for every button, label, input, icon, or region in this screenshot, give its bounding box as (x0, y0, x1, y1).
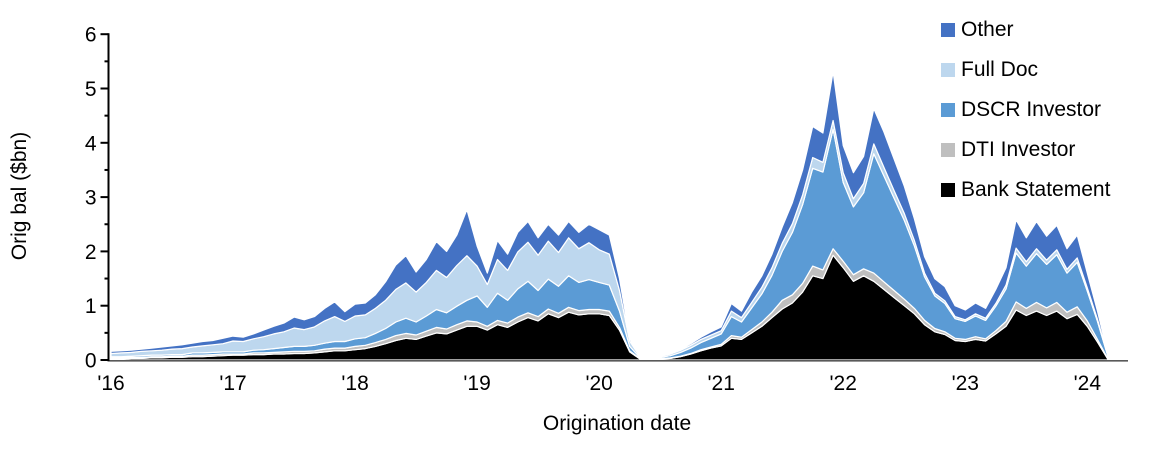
y-tick-label: 0 (85, 350, 97, 373)
x-tick-label: '21 (708, 372, 735, 395)
y-tick-label: 1 (85, 295, 97, 318)
x-tick-label: '24 (1074, 372, 1102, 395)
legend-item-bank-statement: Bank Statement (941, 177, 1110, 203)
legend-item-full-doc: Full Doc (941, 57, 1038, 83)
legend-label-bank-statement: Bank Statement (961, 178, 1111, 201)
area-other (110, 71, 1109, 359)
y-tick-label: 6 (85, 24, 97, 47)
x-tick-label: '16 (97, 372, 124, 395)
y-tick-label: 5 (85, 78, 97, 101)
legend-label-dti-investor: DTI Investor (961, 138, 1076, 161)
legend-item-dscr-investor: DSCR Investor (941, 97, 1101, 123)
y-axis-title: Orig bal ($bn) (8, 132, 31, 260)
x-tick-label: '19 (463, 372, 490, 395)
legend-swatch-full-doc (941, 63, 955, 77)
legend-swatch-bank-statement (941, 183, 955, 197)
x-tick-label: '20 (585, 372, 612, 395)
y-tick-label: 4 (85, 132, 97, 155)
x-axis-title: Origination date (543, 412, 691, 435)
legend-label-other: Other (961, 18, 1014, 41)
x-tick-label: '18 (341, 372, 368, 395)
y-tick-label: 3 (85, 187, 97, 210)
legend-item-dti-investor: DTI Investor (941, 137, 1075, 163)
legend-swatch-dscr-investor (941, 103, 955, 117)
legend-label-dscr-investor: DSCR Investor (961, 98, 1102, 121)
y-tick-label: 2 (85, 241, 97, 264)
x-tick-label: '23 (952, 372, 979, 395)
legend-item-other: Other (941, 17, 1014, 43)
x-tick-label: '22 (830, 372, 857, 395)
legend-swatch-other (941, 23, 955, 37)
legend-label-full-doc: Full Doc (961, 58, 1039, 81)
y-axis: 0 1 2 3 4 5 6 (85, 24, 110, 373)
x-axis: '16 '17 '18 '19 '20 '21 '22 '23 '24 (97, 372, 1101, 395)
legend-swatch-dti-investor (941, 143, 955, 157)
x-tick-label: '17 (219, 372, 246, 395)
plot-areas (110, 71, 1109, 361)
